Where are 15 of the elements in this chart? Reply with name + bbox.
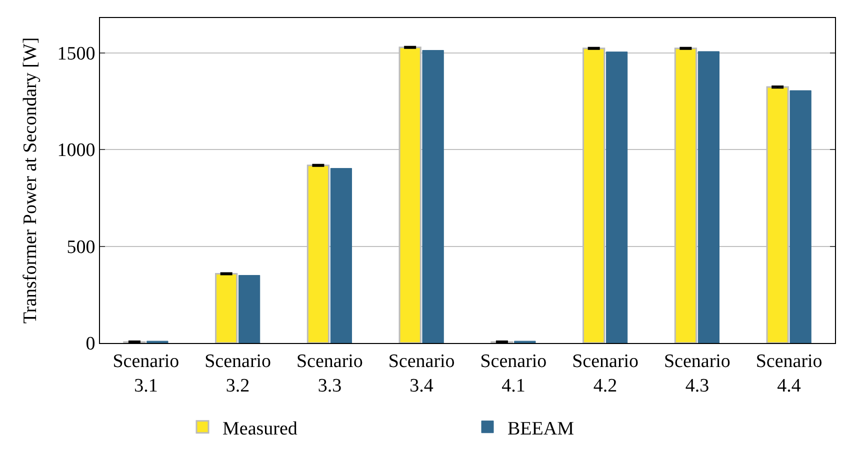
- x-tick-label: Scenario 4.1: [480, 350, 547, 396]
- legend-label: Measured: [222, 418, 298, 440]
- y-tick-label: 1500: [57, 43, 96, 64]
- y-axis-title: Transformer Power at Secondary [W]: [20, 37, 42, 324]
- x-tick-label: Scenario 3.1: [112, 350, 180, 396]
- y-tick-label: 0: [86, 334, 96, 355]
- x-tick-label: Scenario 3.2: [204, 350, 272, 396]
- x-tick-label: Scenario 3.3: [296, 350, 363, 396]
- y-tick-label: 500: [66, 236, 96, 258]
- x-tick-label: Scenario 3.4: [388, 350, 455, 396]
- x-tick-label: Scenario 4.4: [756, 350, 822, 396]
- y-tick-label: 1000: [57, 140, 96, 162]
- legend-label: BEEAM: [508, 418, 574, 440]
- x-tick-label: Scenario 4.2: [572, 350, 639, 396]
- x-tick-label: Scenario 4.3: [664, 350, 730, 396]
